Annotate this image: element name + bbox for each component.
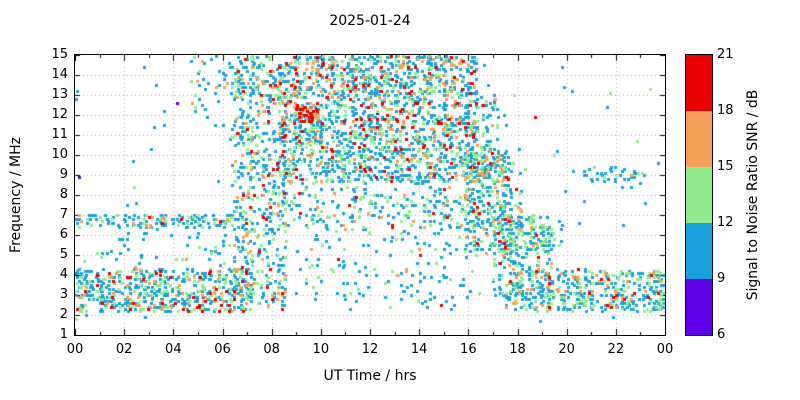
x-tick-label: 10 bbox=[312, 342, 330, 357]
x-axis-label: UT Time / hrs bbox=[323, 368, 417, 384]
y-tick-label: 12 bbox=[51, 107, 68, 122]
x-tick-label: 00 bbox=[66, 342, 84, 357]
x-tick-label: 00 bbox=[656, 342, 674, 357]
y-tick-label: 9 bbox=[59, 167, 68, 182]
y-tick-label: 6 bbox=[59, 227, 68, 242]
colorbar-label: Signal to Noise Ratio SNR / dB bbox=[745, 89, 761, 301]
y-tick-label: 14 bbox=[51, 67, 68, 82]
x-tick-label: 14 bbox=[410, 342, 428, 357]
x-tick-label: 20 bbox=[558, 342, 575, 357]
x-tick-label: 18 bbox=[509, 342, 526, 357]
y-tick-label: 15 bbox=[51, 47, 68, 62]
x-tick-label: 04 bbox=[165, 342, 182, 357]
x-tick-label: 22 bbox=[607, 342, 625, 357]
colorbar-tick-label: 9 bbox=[717, 271, 726, 286]
colorbar-band-blue bbox=[686, 223, 712, 279]
x-tick-label: 12 bbox=[361, 342, 379, 357]
x-tick-label: 02 bbox=[115, 342, 133, 357]
colorbar-band-green bbox=[686, 167, 712, 223]
colorbar-tick-label: 15 bbox=[717, 159, 734, 174]
y-tick-label: 4 bbox=[59, 267, 68, 282]
x-tick-label: 06 bbox=[214, 342, 231, 357]
y-tick-label: 8 bbox=[59, 187, 68, 202]
y-tick-label: 2 bbox=[59, 307, 68, 322]
y-tick-label: 3 bbox=[59, 287, 68, 302]
colorbar-band-purple bbox=[686, 279, 712, 335]
y-tick-label: 1 bbox=[59, 327, 68, 342]
chart-title: 2025-01-24 bbox=[329, 13, 411, 29]
y-tick-label: 11 bbox=[51, 127, 68, 142]
colorbar-tick-label: 12 bbox=[717, 215, 734, 230]
x-tick-label: 08 bbox=[263, 342, 280, 357]
y-tick-label: 5 bbox=[59, 247, 68, 262]
colorbar-band-orange bbox=[686, 111, 712, 167]
y-tick-label: 10 bbox=[51, 147, 68, 162]
x-tick-label: 16 bbox=[460, 342, 477, 357]
y-tick-label: 7 bbox=[59, 207, 68, 222]
plot-area bbox=[74, 54, 666, 336]
colorbar bbox=[685, 54, 713, 336]
y-axis-label: Frequency / MHz bbox=[8, 137, 24, 253]
colorbar-tick-label: 6 bbox=[717, 327, 726, 342]
y-tick-label: 13 bbox=[51, 87, 68, 102]
colorbar-band-red bbox=[686, 55, 712, 111]
colorbar-tick-label: 21 bbox=[717, 47, 734, 62]
colorbar-tick-label: 18 bbox=[717, 103, 734, 118]
